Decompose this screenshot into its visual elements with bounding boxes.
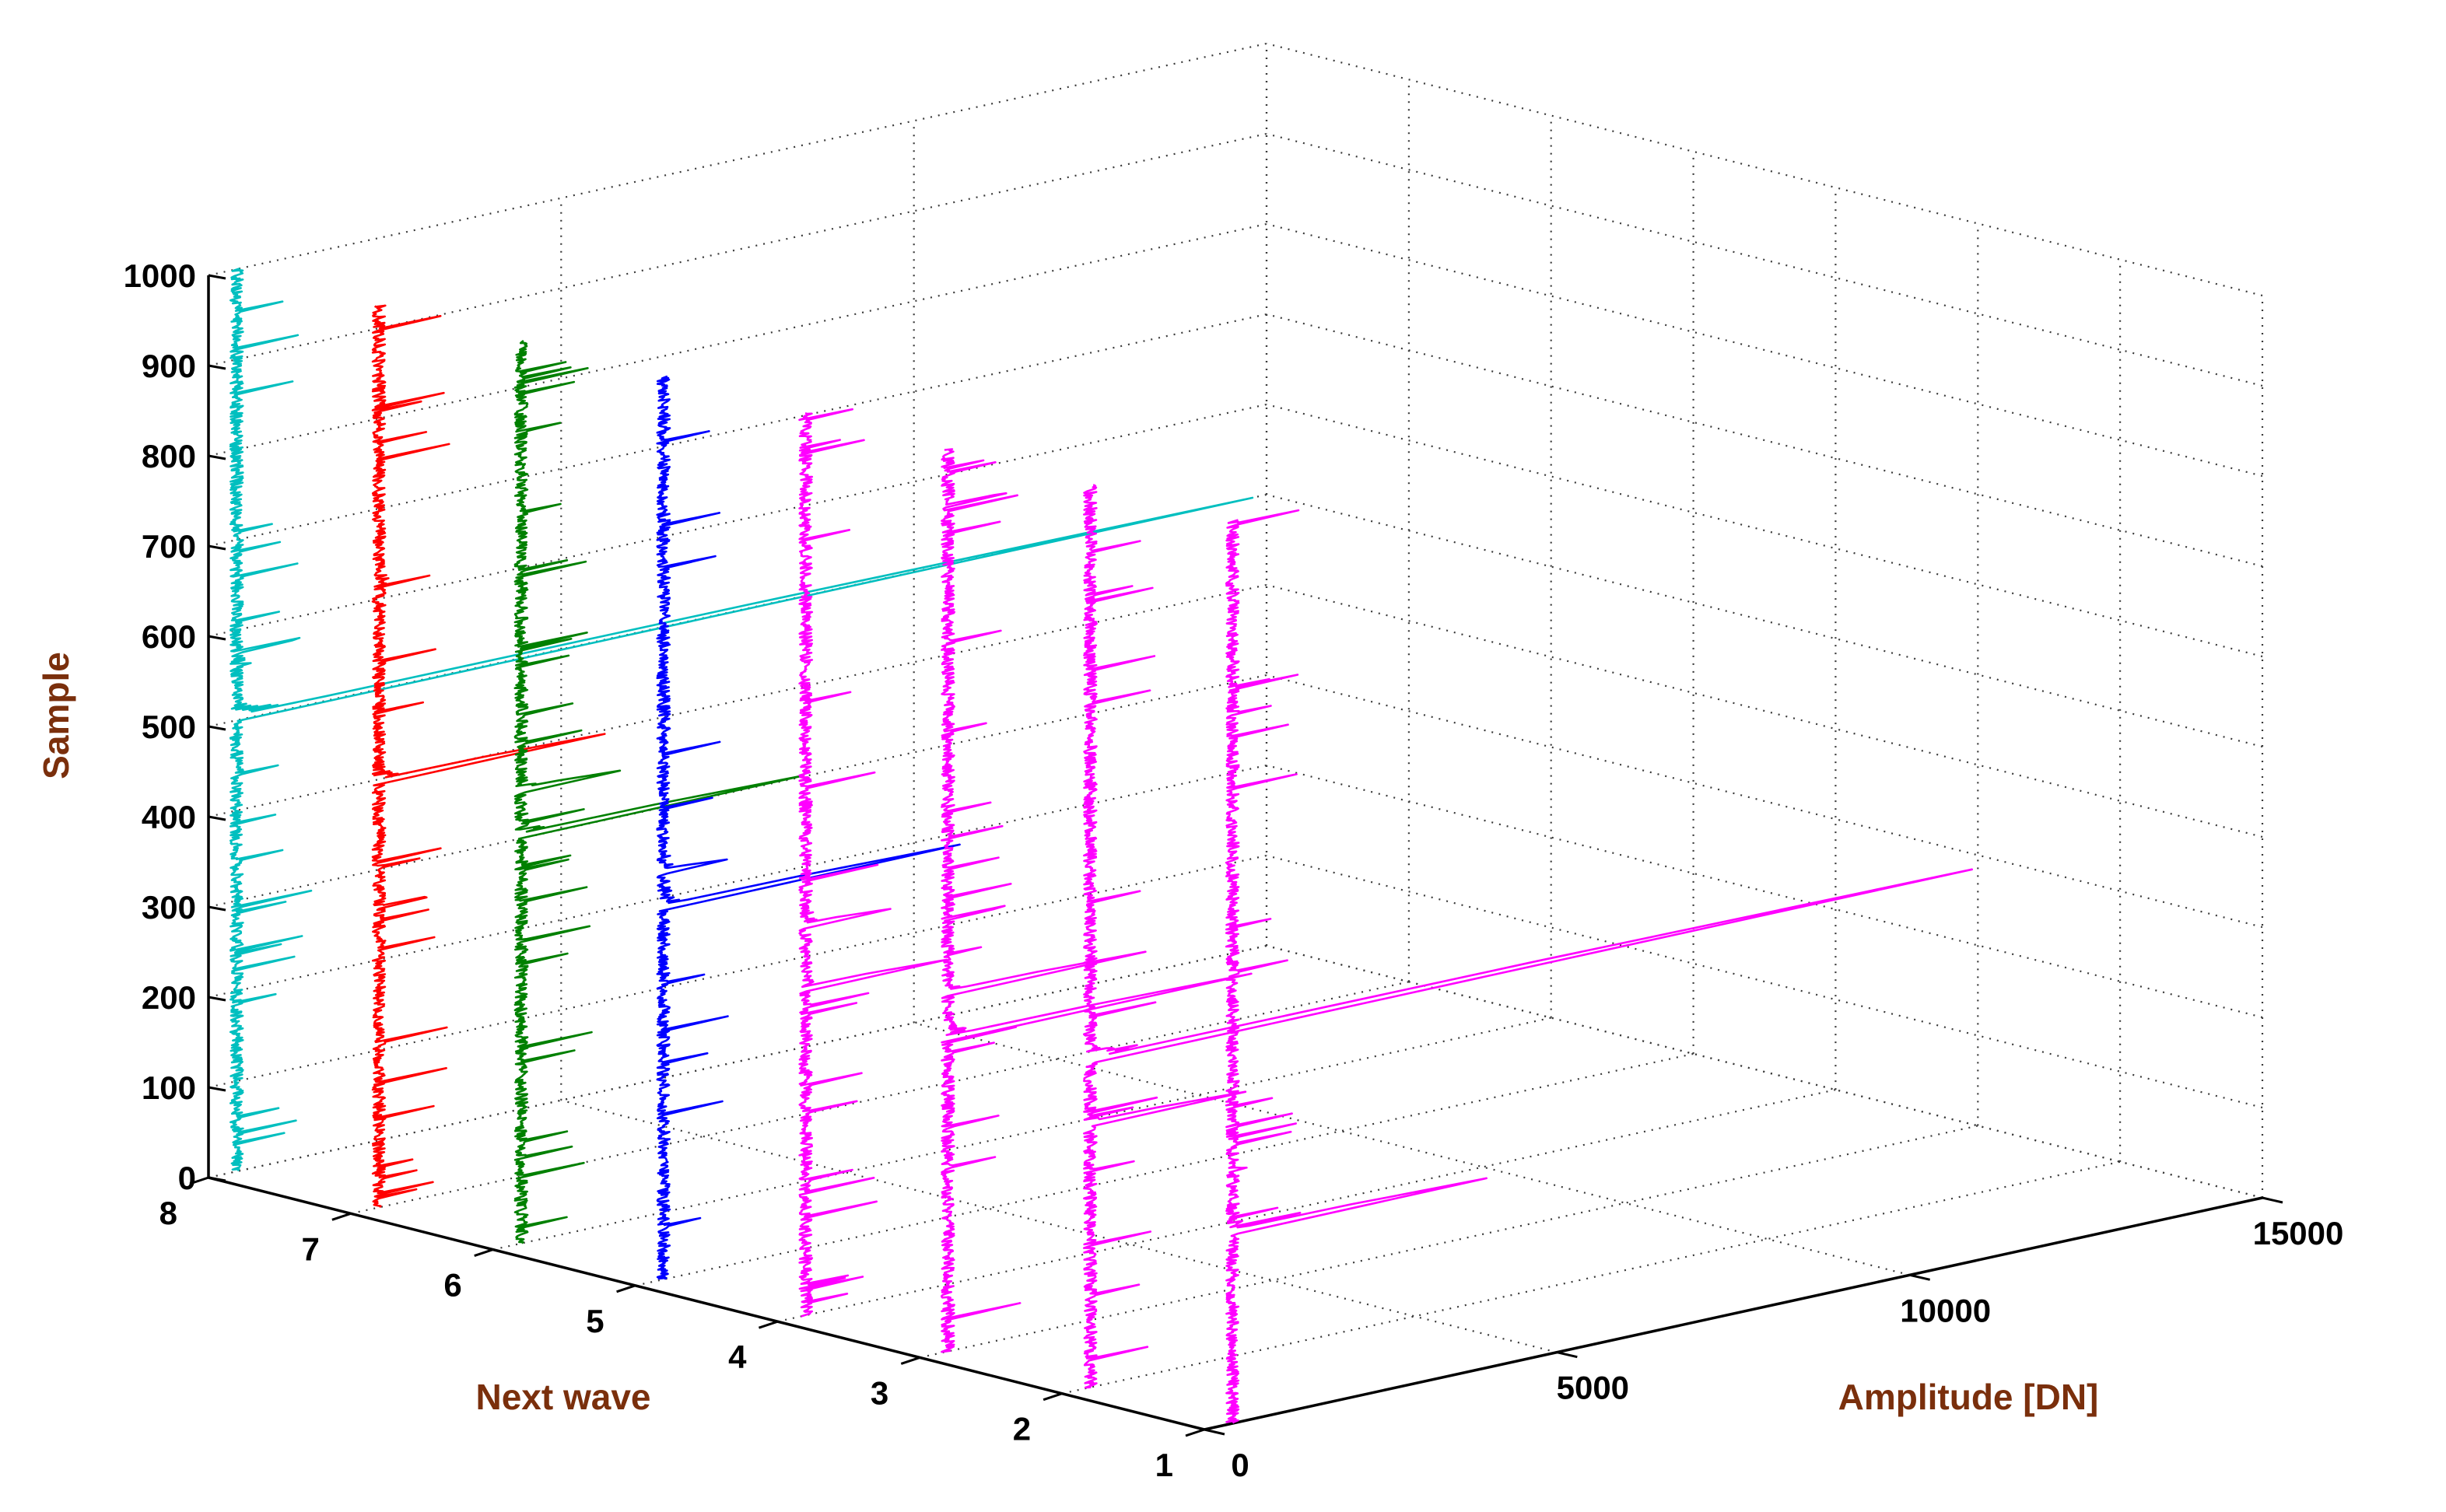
- side-wall-grid-line: [1266, 42, 2263, 297]
- x-tick: [1043, 1392, 1063, 1402]
- z-tick-label: 0: [178, 1160, 196, 1196]
- z-tick: [208, 1176, 226, 1182]
- z-tick-label: 600: [142, 618, 196, 655]
- x-tick: [474, 1248, 494, 1257]
- side-wall-grid-line: [1266, 403, 2263, 658]
- z-tick: [208, 544, 226, 551]
- y-tick-label: 10000: [1900, 1292, 1991, 1328]
- back-wall-grid-line: [208, 313, 1267, 548]
- x-tick: [758, 1320, 778, 1329]
- series-line-wave-3: [941, 448, 1253, 1353]
- z-tick-label: 800: [142, 438, 196, 474]
- floor-grid-line: [635, 1052, 1694, 1286]
- z-tick: [208, 364, 226, 370]
- z-tick: [208, 635, 226, 641]
- side-wall-grid-line: [1266, 764, 2263, 1019]
- z-tick-label: 1000: [124, 257, 196, 294]
- z-tick-label: 700: [142, 528, 196, 565]
- z-tick-label: 300: [142, 889, 196, 926]
- x-tick: [331, 1212, 352, 1221]
- series-line-wave-6: [513, 339, 804, 1244]
- side-wall-grid-line: [1266, 674, 2263, 929]
- series-line-wave-5: [656, 375, 961, 1280]
- z-tick: [208, 454, 226, 460]
- x-tick-label: 1: [1155, 1447, 1173, 1483]
- y-tick: [1556, 1351, 1578, 1359]
- side-wall-grid-line: [1266, 132, 2263, 387]
- x-tick-label: 3: [871, 1374, 888, 1411]
- floor-grid-line: [777, 1089, 1836, 1323]
- z-tick: [208, 996, 226, 1002]
- x-tick: [189, 1176, 209, 1185]
- side-wall-grid-line: [1266, 313, 2263, 568]
- series-line-wave-7: [371, 304, 606, 1209]
- z-tick-label: 100: [142, 1069, 196, 1106]
- back-wall-grid-line: [208, 132, 1267, 367]
- side-wall-grid-line: [1266, 493, 2263, 748]
- z-tick-label: 400: [142, 799, 196, 835]
- z-tick: [208, 905, 226, 912]
- back-wall-grid-line: [208, 764, 1267, 999]
- z-tick-label: 200: [142, 979, 196, 1016]
- back-wall-grid-line: [208, 42, 1267, 277]
- y-tick-label: 5000: [1557, 1370, 1629, 1406]
- x-tick-label: 6: [443, 1267, 461, 1304]
- side-wall-grid-line: [1266, 854, 2263, 1109]
- side-wall-grid-line: [1266, 222, 2263, 478]
- floor-grid-line: [920, 1125, 1978, 1359]
- x-tick-label: 7: [301, 1230, 319, 1267]
- z-tick: [208, 815, 226, 821]
- series-line-wave-2: [1083, 484, 1973, 1389]
- z-tick: [208, 274, 226, 280]
- x-axis-label: Next wave: [475, 1377, 650, 1417]
- series-line-wave-4: [798, 408, 948, 1318]
- side-wall-grid-line: [1266, 583, 2263, 838]
- series-line-wave-8: [229, 267, 1254, 1171]
- floor-grid-line: [492, 1017, 1551, 1251]
- x-tick: [616, 1284, 636, 1293]
- series-layer: [229, 267, 1973, 1424]
- y-tick: [1909, 1273, 1931, 1281]
- back-wall-grid-line: [208, 854, 1267, 1089]
- z-tick-label: 900: [142, 348, 196, 384]
- y-tick: [2262, 1196, 2283, 1204]
- floor-grid-line: [561, 1099, 1558, 1353]
- z-axis-label: Sample: [36, 652, 76, 779]
- x-tick-label: 5: [586, 1303, 604, 1339]
- x-tick: [1185, 1428, 1205, 1437]
- x-tick-label: 4: [728, 1339, 747, 1375]
- back-wall-grid-line: [208, 403, 1267, 638]
- y-tick-label: 15000: [2253, 1215, 2344, 1251]
- z-tick-label: 500: [142, 709, 196, 745]
- floor-grid-line: [350, 981, 1410, 1215]
- y-tick: [1204, 1428, 1225, 1436]
- y-tick-label: 0: [1231, 1447, 1249, 1483]
- floor-grid-line: [208, 944, 1267, 1179]
- x-tick-label: 8: [159, 1195, 177, 1231]
- x-tick-label: 2: [1013, 1411, 1031, 1447]
- y-axis-line: [1204, 1196, 2263, 1431]
- tick-layer: 0 100 200 300 400 500 600 700 800 900 1000 1 2 3 4 5 6 7 8…: [124, 257, 2344, 1483]
- floor-grid-line: [913, 1022, 1910, 1276]
- floor-grid-line: [1061, 1160, 2121, 1395]
- x-tick: [900, 1356, 920, 1365]
- x-axis-line: [208, 1176, 1205, 1431]
- z-tick: [208, 1086, 226, 1092]
- back-wall-grid-line: [208, 222, 1267, 457]
- side-wall-grid-line: [1266, 944, 2263, 1199]
- y-axis-label: Amplitude [DN]: [1838, 1377, 2099, 1417]
- back-wall-grid-line: [208, 944, 1267, 1179]
- z-tick: [208, 725, 226, 731]
- series-line-wave-1: [1225, 509, 1488, 1424]
- grid-layer: [207, 42, 2264, 1431]
